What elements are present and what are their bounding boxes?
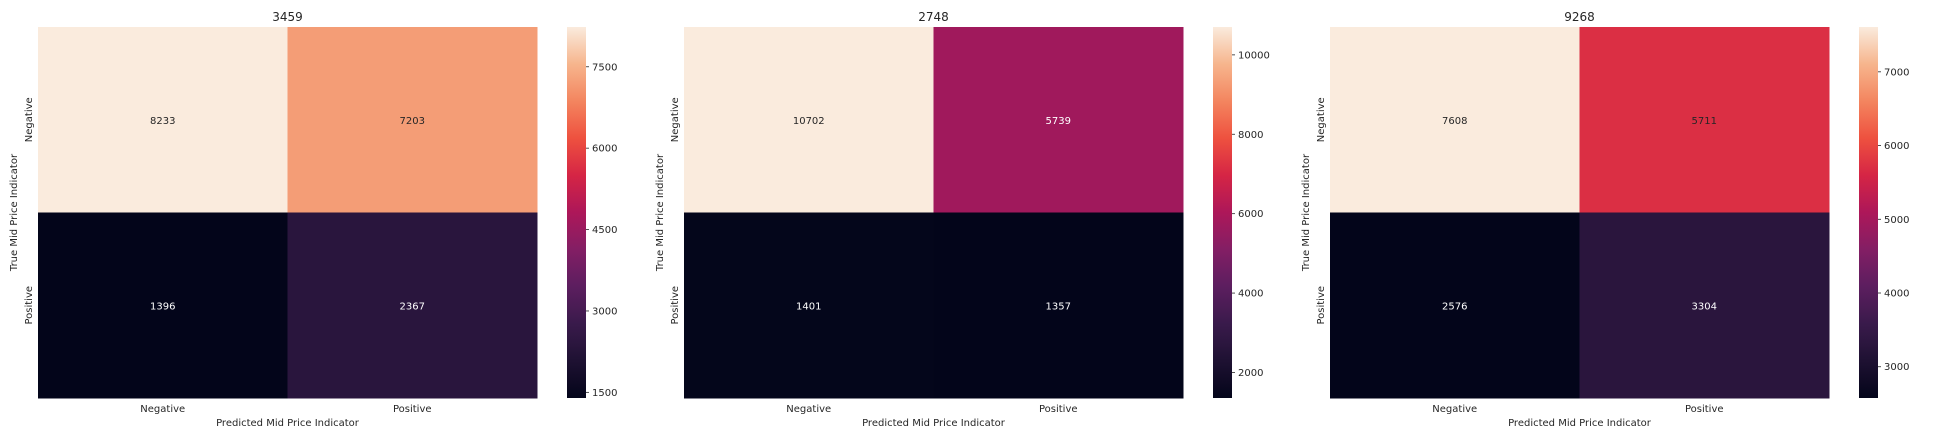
heatmap-cell	[933, 212, 1184, 399]
cell-value-label: 1401	[796, 301, 821, 312]
y-tick-label: Positive	[24, 286, 35, 325]
colorbar-tick-label: 3000	[592, 306, 617, 317]
y-tick-label: Negative	[24, 97, 35, 142]
colorbar-tick-label: 10000	[1238, 50, 1270, 61]
cell-value-label: 10702	[793, 116, 825, 127]
colorbar-tick-label: 3000	[1884, 362, 1909, 373]
heatmap-cell	[684, 212, 934, 399]
colorbar-tick-label: 5000	[1884, 215, 1909, 226]
cell-value-label: 5711	[1692, 116, 1717, 127]
cell-value-label: 2576	[1442, 301, 1467, 312]
cell-value-label: 8233	[150, 116, 175, 127]
x-axis-label: Predicted Mid Price Indicator	[1508, 418, 1652, 429]
cell-value-label: 7203	[400, 116, 425, 127]
cell-value-label: 5739	[1046, 116, 1071, 127]
heatmap-panel-1: 3459 8233 7203 1396 2367 Negative Positive Pred…	[9, 10, 617, 429]
heatmap-cell	[1330, 212, 1580, 399]
heatmap-cell	[1579, 212, 1830, 399]
cell-value-label: 2367	[400, 301, 425, 312]
colorbar	[567, 27, 586, 398]
cell-value-label: 7608	[1442, 116, 1467, 127]
heatmap-cell	[1579, 27, 1830, 213]
y-tick-label: Positive	[670, 286, 681, 325]
cell-value-label: 3304	[1692, 301, 1717, 312]
colorbar-tick-label: 4500	[592, 225, 617, 236]
y-axis-label: True Mid Price Indicator	[1301, 153, 1312, 272]
x-axis-label: Predicted Mid Price Indicator	[216, 418, 360, 429]
colorbar-tick-label: 1500	[592, 388, 617, 399]
x-tick-label: Negative	[1432, 404, 1477, 415]
colorbar	[1213, 27, 1232, 398]
colorbar-tick-label: 2000	[1238, 368, 1263, 379]
x-axis-label: Predicted Mid Price Indicator	[862, 418, 1006, 429]
colorbar-tick-label: 6000	[1884, 141, 1909, 152]
heatmap-cell	[933, 27, 1184, 213]
colorbar-tick-label: 8000	[1238, 130, 1263, 141]
x-tick-label: Positive	[1685, 404, 1724, 415]
chart-title: 3459	[272, 10, 303, 24]
colorbar-tick-label: 7500	[592, 62, 617, 73]
colorbar-tick-label: 4000	[1238, 289, 1263, 300]
x-tick-label: Positive	[393, 404, 432, 415]
heatmap-cell	[287, 27, 538, 213]
colorbar	[1859, 27, 1878, 398]
heatmap-cell	[684, 27, 934, 213]
heatmap-panel-3: 9268 7608 5711 2576 3304 Negative Positive Pred…	[1301, 10, 1909, 429]
heatmap-panel-2: 2748 10702 5739 1401 1357 Negative Positive Pre…	[655, 10, 1270, 429]
cell-value-label: 1357	[1046, 301, 1071, 312]
y-tick-label: Positive	[1316, 286, 1327, 325]
x-tick-label: Negative	[786, 404, 831, 415]
chart-title: 2748	[918, 10, 949, 24]
x-tick-label: Negative	[140, 404, 185, 415]
heatmap-cell	[38, 27, 288, 213]
cell-value-label: 1396	[150, 301, 175, 312]
heatmap-cell	[287, 212, 538, 399]
colorbar-tick-label: 7000	[1884, 67, 1909, 78]
colorbar-tick-label: 6000	[592, 144, 617, 155]
y-tick-label: Negative	[1316, 97, 1327, 142]
y-axis-label: True Mid Price Indicator	[9, 153, 20, 272]
x-tick-label: Positive	[1039, 404, 1078, 415]
heatmap-cell	[38, 212, 288, 399]
y-axis-label: True Mid Price Indicator	[655, 153, 666, 272]
heatmap-cell	[1330, 27, 1580, 213]
colorbar-tick-label: 6000	[1238, 209, 1263, 220]
chart-title: 9268	[1564, 10, 1595, 24]
colorbar-tick-label: 4000	[1884, 289, 1909, 300]
y-tick-label: Negative	[670, 97, 681, 142]
